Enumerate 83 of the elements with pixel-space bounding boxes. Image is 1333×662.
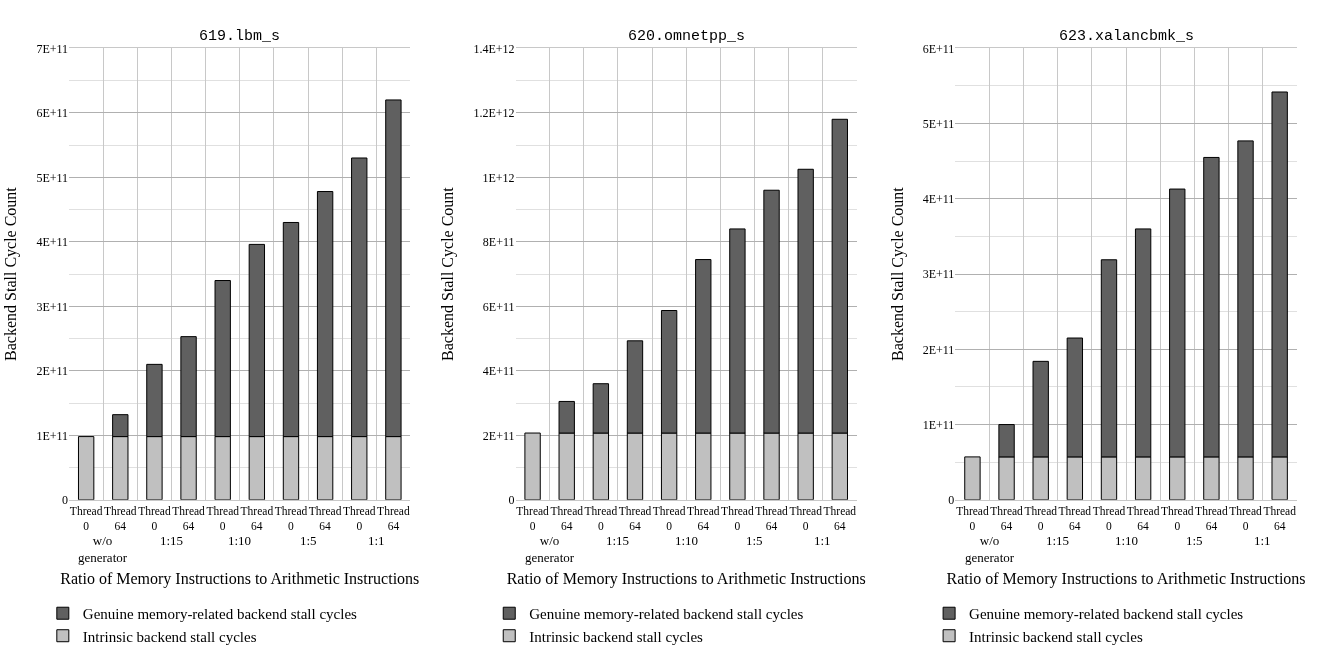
x-tick-label: Thread 64 [618,504,652,532]
y-tick-label: 5E+11 [922,116,955,131]
y-axis-title: Backend Stall Cycle Count [439,186,458,361]
x-tick-label: Thread 64 [1058,504,1092,532]
y-tick-label: 3E+11 [922,267,955,282]
x-tick-label: Thread 0 [69,504,103,532]
y-tick-label: 6E+11 [922,41,955,56]
text: 1:1 [1254,533,1271,548]
x-tick-label: Thread 0 [138,504,171,532]
text: w/o generator [78,533,128,565]
x-tick-label: Thread 64 [1195,504,1228,532]
y-tick-label: 0 [948,492,955,507]
y-tick-label: 1.4E+12 [473,41,515,56]
x-tick-label: Thread 64 [823,504,857,532]
y-axis-title: Backend Stall Cycle Count [2,186,21,361]
x-tick-label: Thread 0 [789,504,823,532]
x-tick-label: Thread 0 [206,504,240,532]
text: 1:15 [606,533,630,548]
text: 1:10 [1115,533,1139,548]
y-tick-label: 1E+11 [36,428,69,443]
x-tick-label: Thread 0 [1229,504,1263,532]
y-tick-label: 1E+11 [922,417,955,432]
x-axis-title: Ratio of Memory Instructions to Arithmetic Instructions [60,570,420,589]
legend-label: Intrinsic backend stall cycles [529,628,704,645]
chart-title: 619.lbm_s [199,28,281,45]
text: 1:5 [746,533,763,548]
y-tick-label: 2E+11 [482,428,515,443]
x-tick-label: Thread 64 [1263,504,1297,532]
y-tick-label: 4E+11 [482,364,515,379]
x-tick-label: Thread 64 [755,504,789,532]
text: 1:5 [1186,533,1203,548]
y-tick-label: 8E+11 [482,235,515,250]
x-tick-label: Thread 64 [1126,504,1160,532]
x-axis-title: Ratio of Memory Instructions to Arithmetic Instructions [946,570,1306,589]
y-tick-label: 6E+11 [36,106,69,121]
text: w/o generator [965,533,1015,565]
x-tick-label: Thread 0 [516,504,550,532]
legend-label: Intrinsic backend stall cycles [82,628,257,645]
text: 1:15 [160,533,184,548]
x-tick-label: Thread 64 [240,504,274,532]
y-tick-label: 1.2E+12 [473,106,515,121]
text: 1:15 [1046,533,1070,548]
legend-label: Genuine memory-related backend stall cycles [82,606,358,623]
x-tick-label: Thread 64 [550,504,584,532]
x-tick-label: Thread 0 [1092,504,1126,532]
x-tick-label: Thread 64 [172,504,206,532]
x-axis-title: Ratio of Memory Instructions to Arithmetic Instructions [506,570,866,589]
y-tick-label: 0 [62,492,69,507]
text: 1:5 [300,533,317,548]
x-tick-label: Thread 0 [274,504,308,532]
x-tick-label: Thread 0 [1160,504,1194,532]
y-tick-label: 0 [508,492,515,507]
text: 1:1 [368,533,385,548]
x-tick-label: Thread 64 [104,504,137,532]
x-tick-label: Thread 0 [721,504,754,532]
y-tick-label: 4E+11 [36,235,69,250]
y-tick-label: 3E+11 [36,299,69,314]
text: w/o generator [525,533,575,565]
chart-title: 623.xalancbmk_s [1059,28,1195,45]
text: 1:10 [228,533,252,548]
legend-label: Genuine memory-related backend stall cycles [969,606,1244,623]
y-tick-label: 6E+11 [482,299,515,314]
legend-label: Genuine memory-related backend stall cycles [529,606,804,623]
x-tick-label: Thread 0 [1024,504,1058,532]
text: 1:1 [814,533,831,548]
x-tick-label: Thread 64 [308,504,342,532]
legend-label: Intrinsic backend stall cycles [969,628,1143,645]
text: 1:10 [675,533,699,548]
x-tick-label: Thread 0 [584,504,618,532]
y-tick-label: 1E+12 [482,170,515,185]
y-tick-label: 5E+11 [36,170,69,185]
x-tick-label: Thread 0 [652,504,686,532]
x-tick-label: Thread 0 [956,504,989,532]
y-axis-title: Backend Stall Cycle Count [888,186,907,361]
x-tick-label: Thread 64 [990,504,1024,532]
x-tick-label: Thread 0 [342,504,376,532]
y-tick-label: 2E+11 [36,364,69,379]
y-tick-label: 4E+11 [922,192,955,207]
y-tick-label: 7E+11 [36,41,69,56]
x-tick-label: Thread 64 [686,504,720,532]
x-tick-label: Thread 64 [377,504,410,532]
chart-title: 620.omnetpp_s [628,28,746,45]
y-tick-label: 2E+11 [922,342,955,357]
